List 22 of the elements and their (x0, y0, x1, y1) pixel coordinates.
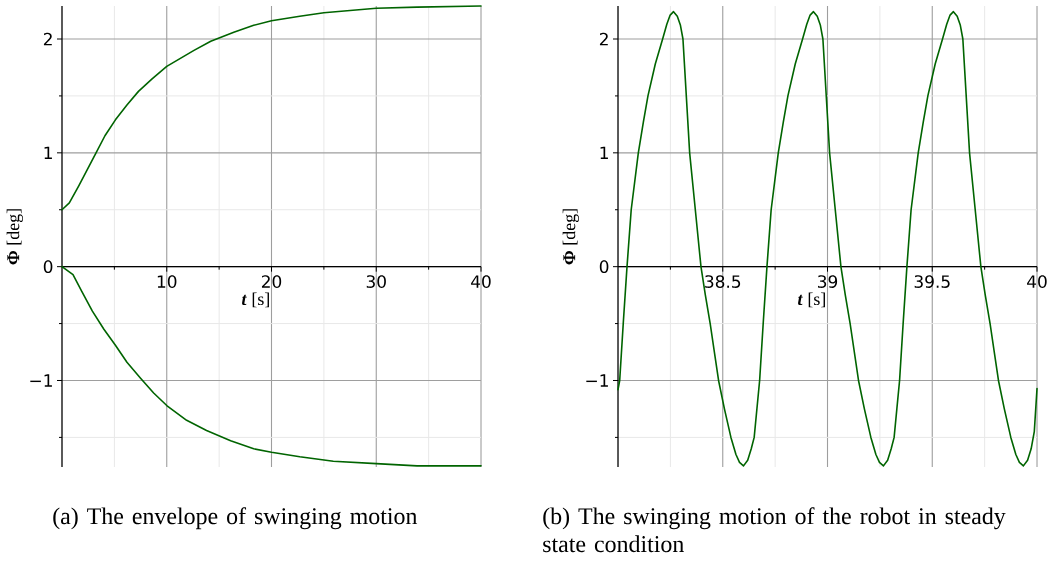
y-tick-label: 1 (600, 146, 608, 159)
y-tick-label: 0 (43, 260, 53, 274)
x-tick-label: 10 (157, 275, 177, 288)
y-tick-label: 1 (44, 146, 52, 159)
y-tick-label: 0 (599, 260, 609, 274)
x-tick-label: 40 (1027, 275, 1047, 288)
x-tick-label: 30 (366, 275, 386, 288)
x-tick-label: 40 (471, 275, 491, 288)
y-tick-label: −1 (30, 374, 52, 387)
x-axis-title: t [s] (242, 292, 269, 308)
x-tick-label: 39.5 (914, 275, 950, 288)
y-tick-label: 2 (599, 32, 608, 46)
text: (a) The envelope of swinging motion (53, 507, 418, 530)
text: (b) The swinging motion of the robot in steady state condition (543, 507, 1006, 553)
x-tick-label: 39 (818, 275, 838, 288)
x-tick-label: 20 (261, 275, 282, 288)
x-axis-title: t [s] (798, 292, 825, 308)
y-tick-label: 2 (43, 32, 52, 46)
x-tick-label: 38.5 (705, 275, 741, 288)
y-tick-label: −1 (586, 374, 608, 387)
y-axis-title: Φ [deg] (6, 209, 23, 265)
y-axis-title: Φ [deg] (562, 209, 580, 265)
